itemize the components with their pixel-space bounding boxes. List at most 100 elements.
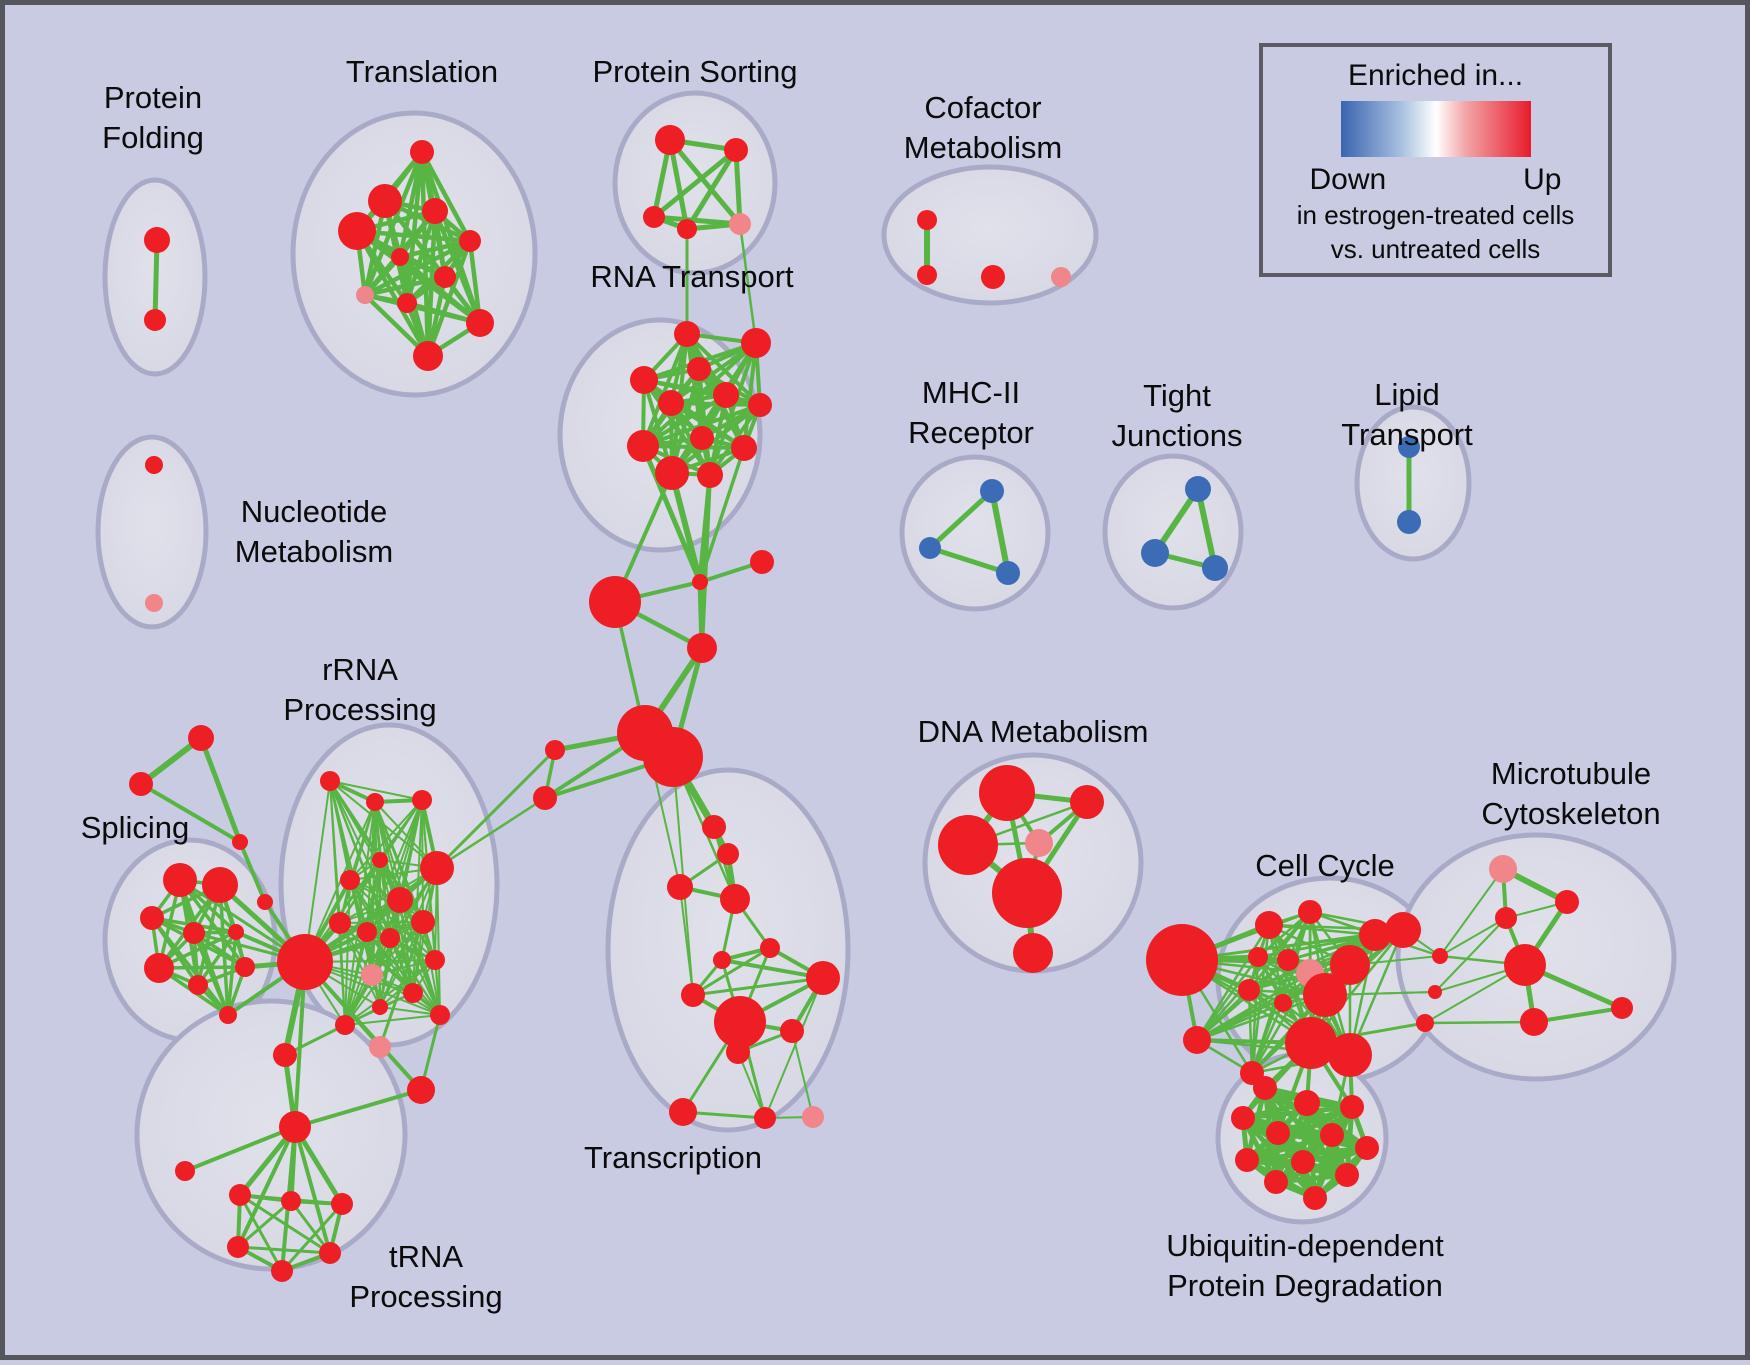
network-edge bbox=[1247, 910, 1312, 992]
pf-label: Protein bbox=[104, 80, 202, 115]
mhc-node bbox=[996, 561, 1020, 585]
trna-node bbox=[229, 1184, 251, 1206]
tx-node bbox=[754, 1107, 776, 1129]
trna-label: Processing bbox=[349, 1279, 502, 1314]
ub-node bbox=[1335, 1163, 1359, 1187]
tx-node bbox=[669, 1098, 697, 1126]
trna-node bbox=[281, 1191, 301, 1211]
rrn-node bbox=[277, 934, 333, 990]
hub-node bbox=[589, 576, 641, 628]
enrichment-map-canvas: Protein Folding Translation Protein Sorting… bbox=[81, 54, 1677, 1314]
cm-label: Cofactor bbox=[924, 90, 1041, 125]
tri-node bbox=[129, 772, 153, 796]
rrn-node bbox=[357, 922, 377, 942]
network-edge bbox=[641, 403, 762, 448]
cc-node bbox=[1359, 919, 1391, 951]
tx-node bbox=[717, 843, 739, 865]
rrn-node bbox=[329, 912, 351, 934]
mhc-node bbox=[980, 479, 1004, 503]
ub-node bbox=[1303, 1186, 1327, 1210]
nm-label: Metabolism bbox=[235, 534, 394, 569]
network-edge bbox=[238, 1193, 332, 1255]
ub-node bbox=[1253, 1076, 1277, 1100]
network-edge bbox=[989, 488, 1011, 576]
rrn-node bbox=[320, 771, 340, 791]
network-edge bbox=[1240, 1104, 1355, 1121]
ps-node bbox=[655, 125, 685, 155]
network-edge bbox=[139, 782, 242, 844]
rrn-node bbox=[380, 928, 400, 948]
ub-node bbox=[1320, 1123, 1344, 1147]
network-edge bbox=[742, 341, 758, 450]
network-edge bbox=[641, 332, 689, 448]
network-edge bbox=[927, 488, 995, 551]
tj-label: Tight bbox=[1143, 378, 1211, 413]
rt-node bbox=[658, 390, 684, 416]
network-edge bbox=[1244, 1132, 1335, 1163]
rrn-node bbox=[387, 887, 413, 913]
network-edge bbox=[1250, 1001, 1285, 1075]
tr-node bbox=[434, 266, 456, 288]
legend-subtitle-line2: vs. untreated cells bbox=[1330, 234, 1541, 264]
network-edge bbox=[1532, 1006, 1624, 1024]
cc-node bbox=[1385, 912, 1421, 948]
mt-label: Microtubule bbox=[1491, 756, 1651, 791]
network-edge bbox=[435, 796, 547, 870]
dna-node bbox=[1025, 829, 1053, 857]
spl-node bbox=[202, 867, 238, 903]
network-edge bbox=[419, 149, 473, 244]
tri-node bbox=[188, 725, 214, 751]
network-edge bbox=[304, 780, 331, 963]
rrn-label: rRNA bbox=[322, 652, 398, 687]
tj-label: Junctions bbox=[1112, 418, 1243, 453]
tx-node bbox=[713, 951, 731, 969]
ps-node bbox=[724, 138, 748, 162]
network-edge bbox=[691, 976, 825, 997]
ub-node bbox=[1355, 1136, 1379, 1160]
network-edge bbox=[669, 470, 703, 585]
network-edge bbox=[1439, 868, 1504, 957]
hub-node bbox=[643, 727, 703, 787]
rt-node bbox=[674, 321, 700, 347]
hub-node bbox=[687, 633, 717, 663]
spl-node bbox=[219, 1006, 237, 1024]
network-edge bbox=[651, 214, 743, 227]
spl-node bbox=[140, 906, 164, 930]
cc-node bbox=[1277, 949, 1299, 971]
cc-label: Cell Cycle bbox=[1255, 848, 1395, 883]
dna-node bbox=[992, 858, 1062, 928]
network-edge bbox=[366, 931, 441, 1016]
ub-node bbox=[1294, 1090, 1320, 1116]
dna-node bbox=[1070, 785, 1104, 819]
rrn-node bbox=[273, 1043, 297, 1067]
network-edge bbox=[641, 444, 746, 450]
network-edge bbox=[236, 1125, 297, 1249]
mt-node bbox=[1504, 944, 1546, 986]
network-edge bbox=[339, 921, 424, 924]
spl-node bbox=[235, 957, 255, 977]
dna-label: DNA Metabolism bbox=[918, 714, 1149, 749]
spl-node bbox=[183, 922, 205, 944]
rrn-node bbox=[372, 852, 388, 868]
nm-label: Nucleotide bbox=[241, 494, 387, 529]
hub-node bbox=[545, 740, 565, 760]
legend-up-label: Up bbox=[1523, 163, 1562, 196]
nm-ellipse bbox=[95, 434, 209, 630]
spl-node bbox=[188, 975, 208, 995]
network-edge bbox=[1250, 955, 1260, 1075]
dna-node bbox=[938, 815, 998, 875]
network-edge bbox=[670, 403, 762, 475]
rrn-node bbox=[430, 1005, 450, 1025]
tj-node bbox=[1185, 476, 1211, 502]
tr-node bbox=[459, 230, 481, 252]
network-edge bbox=[669, 341, 758, 405]
cc-node bbox=[1298, 900, 1322, 924]
network-edge bbox=[435, 748, 557, 870]
rrn-node bbox=[420, 851, 454, 885]
cc-node bbox=[1285, 1017, 1337, 1069]
tr-node bbox=[368, 184, 402, 218]
network-edge bbox=[349, 799, 423, 881]
network-nodes bbox=[129, 125, 1633, 1282]
rrn-node bbox=[366, 793, 384, 811]
